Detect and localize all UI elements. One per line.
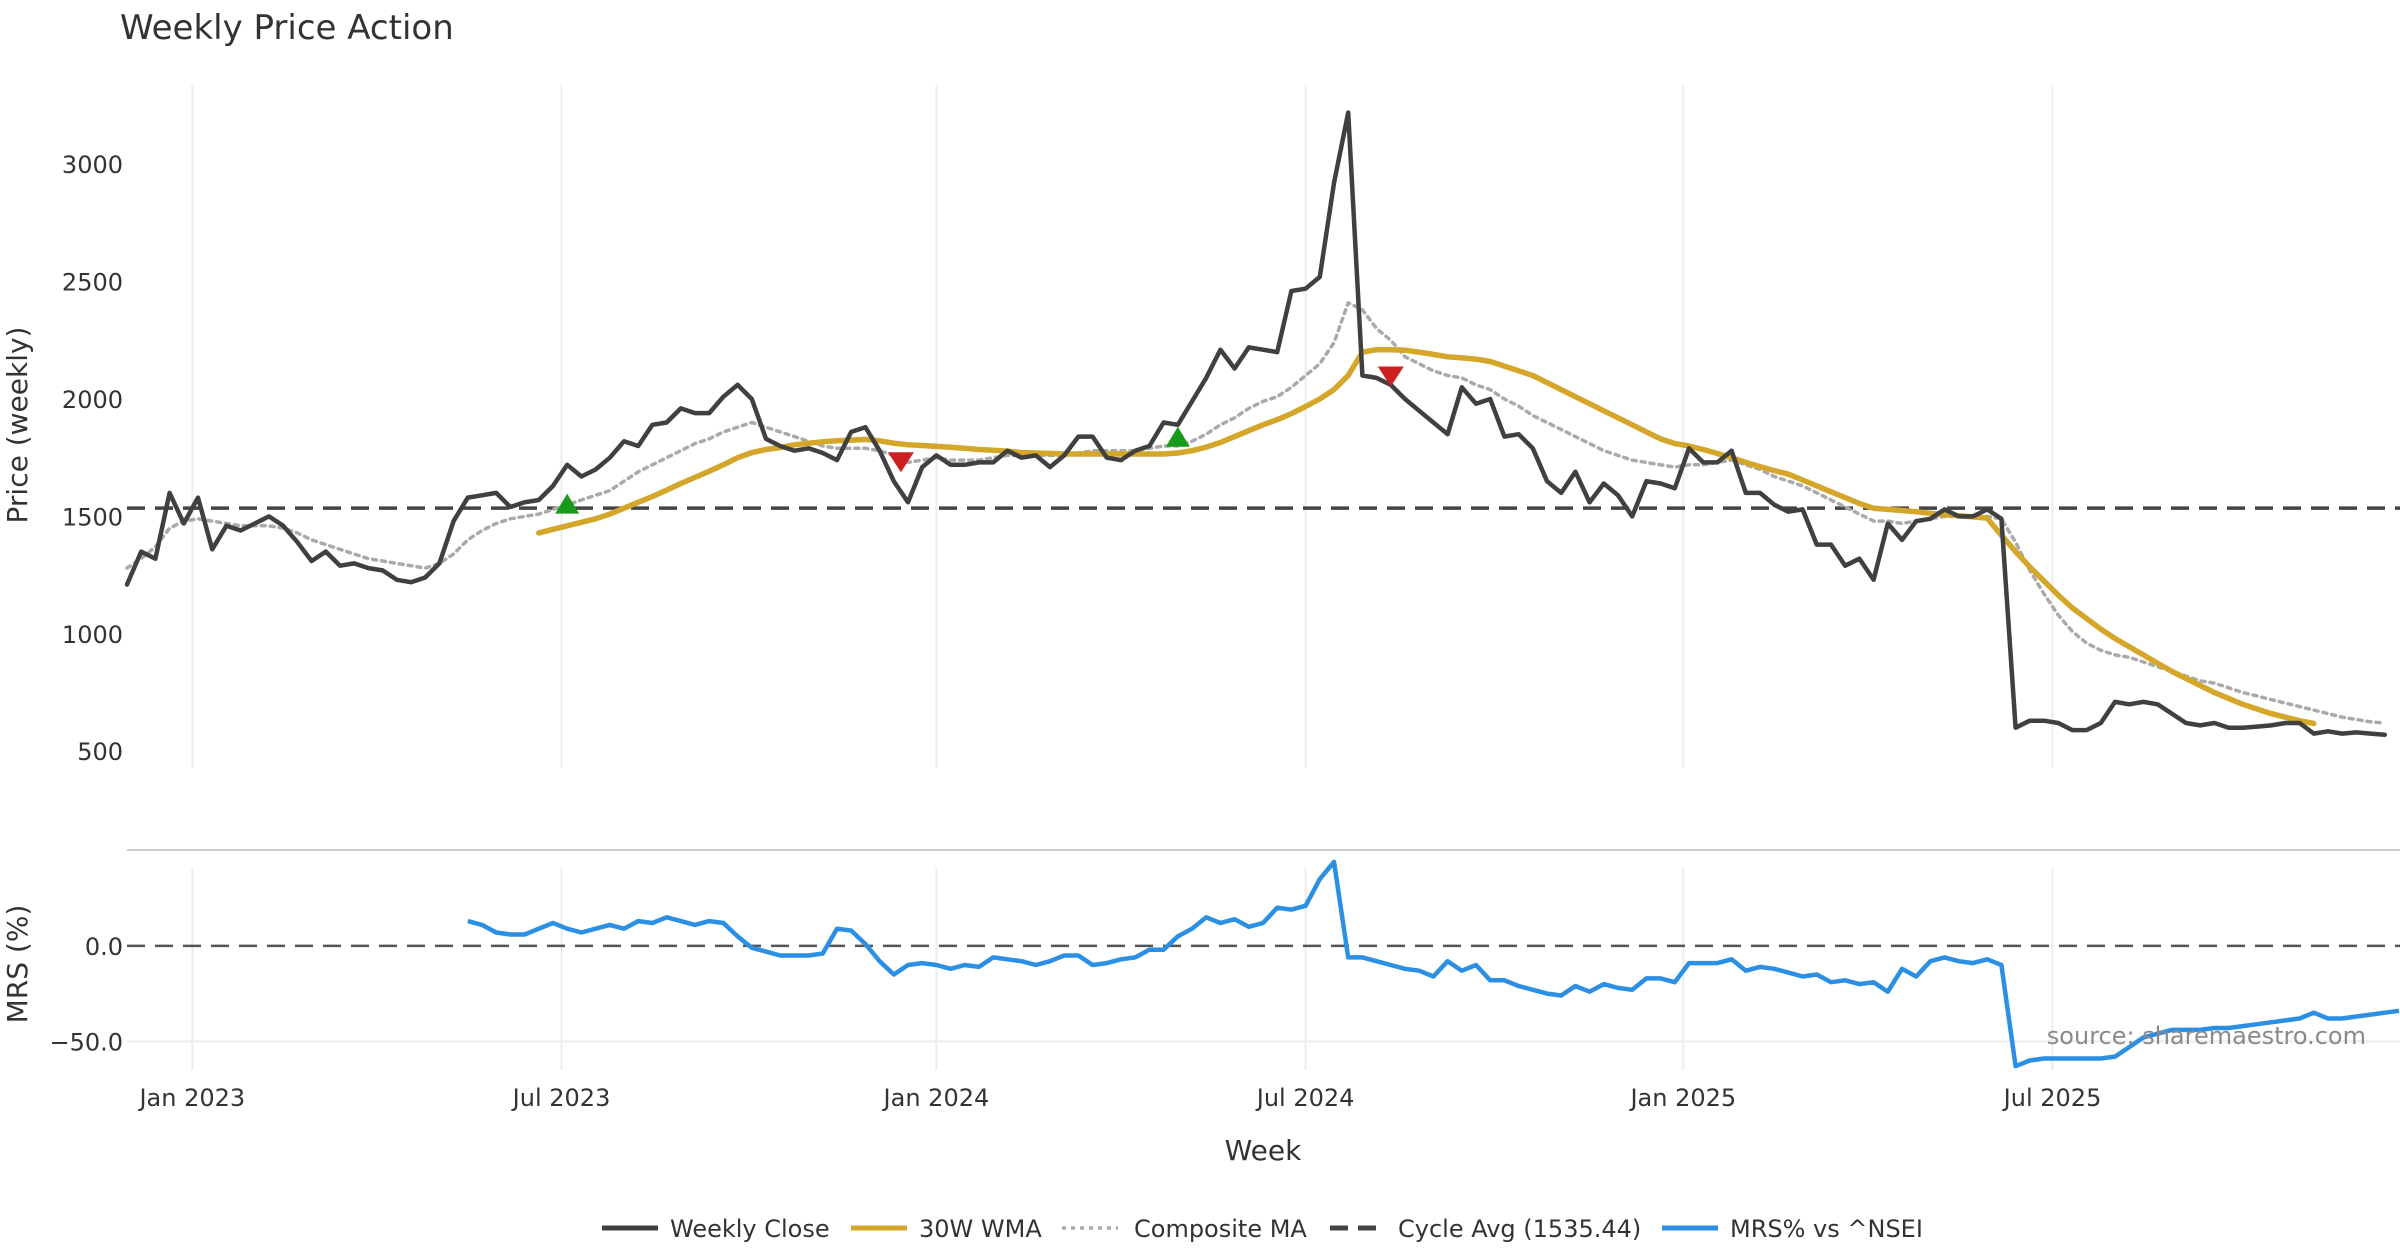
series-line-composite <box>125 301 2387 725</box>
grid <box>127 85 2400 1070</box>
chart-title: Weekly Price Action <box>120 8 454 48</box>
watermark: source: sharemaestro.com <box>2047 1022 2366 1050</box>
x-tick-label: Jul 2025 <box>2002 1084 2102 1112</box>
mrs-axis-title: MRS (%) <box>1 905 34 1024</box>
x-tick-label: Jul 2024 <box>1255 1084 1355 1112</box>
x-tick-label: Jan 2024 <box>882 1084 990 1112</box>
price-y-tick-label: 2000 <box>62 386 123 414</box>
signal-markers <box>555 366 1404 514</box>
legend-label-mrs: MRS% vs ^NSEI <box>1730 1215 1923 1243</box>
mrs-y-tick-label: −50.0 <box>49 1028 123 1056</box>
price-y-axis: 500 1000 1500 2000 2500 3000 <box>62 151 123 766</box>
price-y-tick-label: 3000 <box>62 151 123 179</box>
legend: Weekly Close 30W WMA Composite MA Cycle Avg… <box>602 1215 1923 1243</box>
price-series-group <box>124 110 2388 738</box>
series-line-close <box>124 110 2388 738</box>
x-tick-label: Jul 2023 <box>511 1084 611 1112</box>
series-line-mrs <box>467 859 2400 1069</box>
buy-signal-marker <box>1165 426 1190 447</box>
mrs-series-group <box>467 859 2400 1069</box>
x-axis-title: Week <box>1225 1134 1302 1167</box>
mrs-y-tick-label: 0.0 <box>85 933 123 961</box>
buy-signal-marker <box>555 493 580 514</box>
price-y-tick-label: 500 <box>77 738 123 766</box>
price-y-tick-label: 2500 <box>62 269 123 297</box>
sell-signal-marker <box>1377 366 1404 387</box>
mrs-y-axis: 0.0 −50.0 <box>49 933 123 1056</box>
sell-signal-marker <box>887 452 914 473</box>
series-line-wma <box>536 346 2317 727</box>
legend-label-cycle: Cycle Avg (1535.44) <box>1398 1215 1641 1243</box>
price-y-tick-label: 1000 <box>62 621 123 649</box>
x-tick-label: Jan 2023 <box>137 1084 245 1112</box>
legend-label-close: Weekly Close <box>670 1215 830 1243</box>
price-axis-title: Price (weekly) <box>1 327 34 524</box>
legend-label-wma: 30W WMA <box>919 1215 1042 1243</box>
legend-label-composite: Composite MA <box>1134 1215 1307 1243</box>
x-axis-ticks: Jan 2023 Jul 2023 Jan 2024 Jul 2024 Jan 2025… <box>137 1084 2101 1112</box>
price-y-tick-label: 1500 <box>62 503 123 531</box>
x-tick-label: Jan 2025 <box>1628 1084 1736 1112</box>
